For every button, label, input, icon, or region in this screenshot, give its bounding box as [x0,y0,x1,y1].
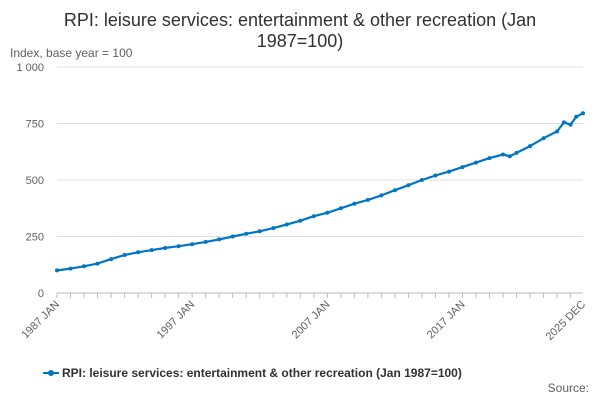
chart-title-line-1: RPI: leisure services: entertainment & o… [64,10,536,30]
data-point[interactable] [95,261,100,266]
data-point[interactable] [136,250,141,255]
data-point[interactable] [419,178,424,182]
data-point[interactable] [257,229,262,234]
data-point[interactable] [501,152,505,157]
legend-marker-icon [48,370,54,376]
data-point[interactable] [325,210,330,215]
x-tick-label: 2007 JAN [290,299,333,342]
y-tick-label: 0 [38,288,44,300]
x-axis: 1987 JAN 1997 JAN 2007 JAN 2017 JAN 2025 DEC [19,292,588,343]
data-point[interactable] [568,122,573,127]
data-point[interactable] [311,214,316,219]
data-point[interactable] [528,144,533,149]
y-axis-label: Index, base year = 100 [10,46,133,60]
data-point[interactable] [271,226,276,231]
y-tick-labels: 0 250 500 750 1 000 [16,62,44,300]
data-point[interactable] [555,129,560,134]
data-point[interactable] [392,188,397,193]
data-point[interactable] [203,239,208,244]
data-point[interactable] [298,218,303,223]
data-point[interactable] [507,154,512,159]
x-tick-label: 2017 JAN [425,299,468,342]
data-point[interactable] [55,268,59,273]
data-point[interactable] [82,264,86,269]
data-point[interactable] [122,253,127,257]
data-point[interactable] [68,266,73,271]
y-tick-label: 750 [26,119,44,131]
chart-title-line-2: 1987=100) [257,31,344,51]
data-point[interactable] [109,257,114,262]
data-point[interactable] [514,150,519,155]
data-point[interactable] [176,244,181,249]
source-label: Source: [548,381,589,395]
x-tick-label: 1987 JAN [19,299,62,342]
data-point[interactable] [460,165,465,170]
data-point[interactable] [474,160,478,165]
data-point[interactable] [352,201,357,206]
data-point[interactable] [163,246,168,250]
y-tick-label: 250 [26,232,44,244]
data-point[interactable] [447,169,451,174]
data-point[interactable] [433,173,438,178]
data-point[interactable] [379,193,384,198]
gridlines [57,66,583,294]
data-point[interactable] [338,206,343,211]
data-point[interactable] [244,231,249,236]
y-tick-label: 500 [26,175,44,187]
data-point[interactable] [574,114,579,119]
data-point[interactable] [541,136,546,141]
data-point[interactable] [487,156,492,161]
data-point[interactable] [365,197,370,202]
data-point[interactable] [230,234,235,239]
data-point[interactable] [149,248,154,253]
data-point[interactable] [284,222,289,227]
legend[interactable]: RPI: leisure services: entertainment & o… [43,366,462,380]
legend-label: RPI: leisure services: entertainment & o… [62,366,462,380]
y-tick-label: 1 000 [16,62,44,74]
x-tick-label: 1997 JAN [155,299,198,342]
data-point[interactable] [581,111,585,116]
series-group [55,111,585,273]
x-tick-label: 2025 DEC [544,299,588,343]
data-point[interactable] [406,183,411,188]
data-point[interactable] [217,237,222,242]
data-point[interactable] [561,120,566,125]
series-line [55,112,585,272]
data-point[interactable] [190,242,195,247]
